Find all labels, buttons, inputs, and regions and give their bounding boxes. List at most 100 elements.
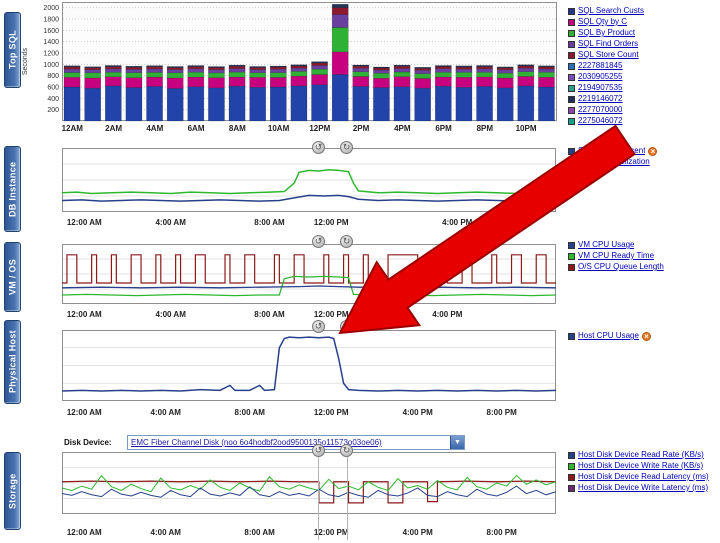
svg-text:2PM: 2PM [353, 124, 370, 133]
disk-device-value: EMC Fiber Channel Disk (noo 6o4hodbf2ood… [131, 438, 382, 447]
svg-text:8PM: 8PM [477, 124, 494, 133]
svg-text:4:00 AM: 4:00 AM [151, 408, 182, 417]
chart-forward-button[interactable]: ↻ [340, 235, 353, 248]
legend-metric-link[interactable]: SQL Find Orders [578, 39, 639, 48]
legend-bullet-icon [568, 40, 575, 48]
dropdown-arrow-icon[interactable]: ▼ [450, 436, 464, 449]
legend-metric-link[interactable]: Host Disk Device Write Rate (KB/s) [578, 461, 704, 470]
remove-metric-icon[interactable]: × [648, 146, 658, 156]
legend-item: SQL Qty by C [568, 17, 718, 27]
legend-bullet-icon [568, 147, 575, 155]
legend-metric-link[interactable]: 2194907535 [578, 83, 623, 92]
svg-text:10AM: 10AM [268, 124, 290, 133]
svg-text:400: 400 [47, 96, 59, 103]
legend-item: Host Disk Device Read Latency (ms) [568, 472, 718, 482]
legend-metric-link[interactable]: SQL Qty by C [578, 17, 628, 26]
top-sql-chart[interactable]: 200 400 600 800 1000 1200 1400 1600 1800 2000 12AM… [28, 2, 557, 134]
chart-back-button[interactable]: ↺ [312, 141, 325, 154]
storage-legend: Host Disk Device Read Rate (KB/s) Host Di… [568, 450, 718, 493]
svg-text:4AM: 4AM [146, 124, 163, 133]
legend-item: Host Disk Device Write Rate (KB/s) [568, 461, 718, 471]
legend-item: 2194907535 [568, 83, 718, 93]
svg-text:12:00 AM: 12:00 AM [67, 528, 102, 537]
legend-bullet-icon [568, 106, 575, 114]
svg-text:1600: 1600 [43, 28, 59, 35]
legend-item: SQL Waits Percent × [568, 146, 718, 156]
legend-item: SQL Find Orders [568, 39, 718, 49]
legend-item: SQL Store Count [568, 50, 718, 60]
legend-metric-link[interactable]: SQL Store Count [578, 50, 639, 59]
chart-forward-button[interactable]: ↻ [340, 320, 353, 333]
chart-forward-button[interactable]: ↻ [340, 444, 353, 457]
legend-metric-link[interactable]: O/S CPU Queue Length [578, 262, 664, 271]
vm-os-legend: VM CPU Usage VM CPU Ready Time O/S CPU Que… [568, 240, 718, 272]
chart-back-button[interactable]: ↺ [312, 235, 325, 248]
legend-metric-link[interactable]: Host Disk Device Read Rate (KB/s) [578, 450, 704, 459]
legend-item: O/S CPU Queue Length [568, 262, 718, 272]
legend-metric-link[interactable]: 2275046072 [578, 116, 623, 125]
legend-bullet-icon [568, 473, 575, 481]
legend-metric-link[interactable]: Host Disk Device Read Latency (ms) [578, 472, 709, 481]
svg-text:4:00 PM: 4:00 PM [442, 218, 473, 227]
svg-text:2AM: 2AM [105, 124, 122, 133]
legend-item: VM CPU Usage [568, 240, 718, 250]
physical-host-chart[interactable]: 12:00 AM 4:00 AM 8:00 AM 12:00 PM 4:00 PM 8:0… [61, 330, 557, 418]
svg-text:4:00 PM: 4:00 PM [403, 528, 434, 537]
chart-back-button[interactable]: ↺ [312, 320, 325, 333]
tab-db-instance[interactable]: DB Instance [4, 146, 21, 232]
svg-text:12AM: 12AM [62, 124, 84, 133]
legend-item: 2277070000 [568, 105, 718, 115]
svg-text:12:00 PM: 12:00 PM [314, 218, 349, 227]
legend-metric-link[interactable]: 2277070000 [578, 105, 623, 114]
svg-text:1400: 1400 [43, 39, 59, 46]
legend-bullet-icon [568, 158, 575, 166]
legend-item: 2219146072 [568, 94, 718, 104]
legend-metric-link[interactable]: Host Disk Device Write Latency (ms) [578, 483, 709, 492]
legend-bullet-icon [568, 95, 575, 103]
legend-metric-link[interactable]: VM CPU Ready Time [578, 251, 655, 260]
legend-bullet-icon [568, 263, 575, 271]
legend-item: SQL By Product [568, 28, 718, 38]
legend-metric-link[interactable]: SQL By Product [578, 28, 636, 37]
svg-text:4:00 PM: 4:00 PM [432, 310, 463, 319]
svg-text:8AM: 8AM [229, 124, 246, 133]
legend-metric-link[interactable]: 2219146072 [578, 94, 623, 103]
legend-bullet-icon [568, 18, 575, 26]
svg-text:1200: 1200 [43, 51, 59, 58]
legend-item: 2030905255 [568, 72, 718, 82]
disk-device-dropdown[interactable]: EMC Fiber Channel Disk (noo 6o4hodbf2ood… [127, 435, 465, 450]
legend-bullet-icon [568, 7, 575, 15]
storage-chart[interactable]: 12:00 AM 4:00 AM 8:00 AM 12:00 PM 4:00 PM 8:0… [61, 452, 557, 538]
physical-host-legend: Host CPU Usage × [568, 331, 718, 341]
legend-bullet-icon [568, 451, 575, 459]
legend-item: SQL CPU Utilization [568, 157, 718, 167]
legend-metric-link[interactable]: 2227881845 [578, 61, 623, 70]
legend-metric-link[interactable]: 2030905255 [578, 72, 623, 81]
legend-metric-link[interactable]: VM CPU Usage [578, 240, 635, 249]
legend-metric-link[interactable]: SQL CPU Utilization [578, 157, 650, 166]
legend-bullet-icon [568, 29, 575, 37]
vm-os-chart[interactable]: 12:00 AM 4:00 AM 8:00 AM 12:00 PM 4:00 PM [61, 244, 557, 320]
tab-storage[interactable]: Storage [4, 452, 21, 530]
chart-forward-button[interactable]: ↻ [340, 141, 353, 154]
svg-text:8:00 PM: 8:00 PM [487, 528, 518, 537]
db-instance-chart[interactable]: 12:00 AM 4:00 AM 8:00 AM 12:00 PM 4:00 PM [61, 148, 556, 228]
tab-top-sql[interactable]: Top SQL [4, 12, 21, 88]
legend-item: Host CPU Usage × [568, 331, 718, 341]
tab-physical-host[interactable]: Physical Host [4, 320, 21, 404]
legend-metric-link[interactable]: SQL Waits Percent [578, 146, 646, 155]
legend-bullet-icon [568, 332, 575, 340]
tab-vm-os[interactable]: VM / OS [4, 242, 21, 312]
svg-text:8:00 PM: 8:00 PM [487, 408, 518, 417]
svg-text:12PM: 12PM [309, 124, 330, 133]
legend-metric-link[interactable]: SQL Search Custs [578, 6, 644, 15]
legend-metric-link[interactable]: Host CPU Usage [578, 331, 639, 340]
svg-text:6PM: 6PM [435, 124, 452, 133]
svg-text:12:00 PM: 12:00 PM [314, 528, 349, 537]
legend-bullet-icon [568, 73, 575, 81]
remove-metric-icon[interactable]: × [641, 331, 651, 341]
svg-text:12:00 PM: 12:00 PM [314, 310, 349, 319]
chart-back-button[interactable]: ↺ [312, 444, 325, 457]
time-marker-line [347, 446, 348, 540]
svg-text:600: 600 [47, 85, 59, 92]
